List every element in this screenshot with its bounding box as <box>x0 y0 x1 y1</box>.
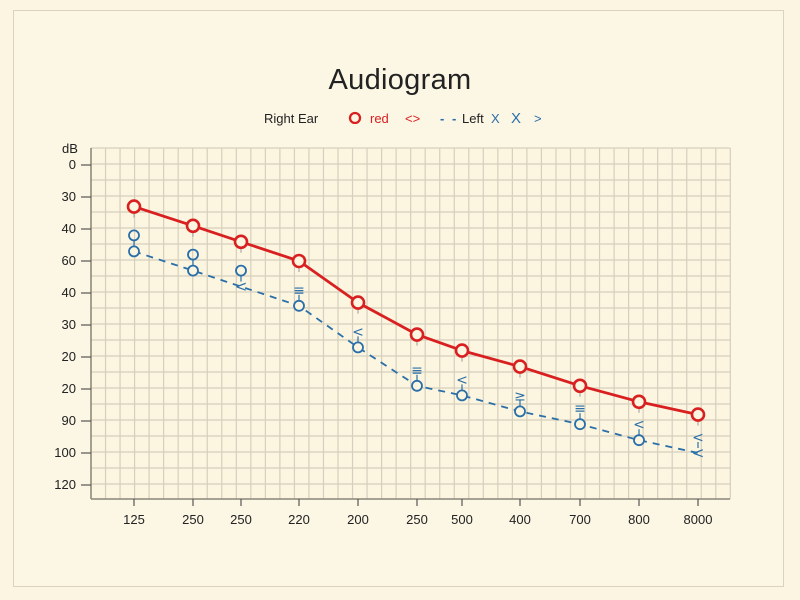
y-axis-label: dB <box>62 141 78 156</box>
y-tick-label: 0 <box>68 157 76 172</box>
legend-left: Left <box>462 111 484 126</box>
x-tick-label: 500 <box>451 512 473 527</box>
y-tick-label: 40 <box>61 221 76 236</box>
series: ≡<≡<≥≡<<<< <box>126 199 706 462</box>
svg-text:<: < <box>456 372 468 388</box>
y-tick-label: 30 <box>61 317 76 332</box>
y-tick-label: 30 <box>61 189 76 204</box>
y-tick-label: 90 <box>61 413 76 428</box>
x-tick-label: 8000 <box>683 512 713 527</box>
svg-text:<: < <box>633 417 645 433</box>
y-tick-label: 120 <box>54 477 76 492</box>
svg-text:<: < <box>692 444 705 462</box>
x-tick-label: 250 <box>406 512 428 527</box>
x-tick-label: 250 <box>230 512 252 527</box>
x-tick-label: 250 <box>182 512 204 527</box>
x-tick-label: 220 <box>288 512 310 527</box>
y-tick-label: 40 <box>61 285 76 300</box>
legend-red-symbols: <> <box>405 111 421 126</box>
chart-title: Audiogram <box>328 64 472 96</box>
y-tick-label: 100 <box>54 445 76 460</box>
svg-text:<: < <box>235 278 248 296</box>
x-tick-label: 700 <box>569 512 591 527</box>
legend-circle-icon <box>348 110 362 127</box>
svg-text:<: < <box>352 324 364 340</box>
x-tick-label: 800 <box>628 512 650 527</box>
svg-text:≡: ≡ <box>293 283 305 299</box>
x-tick-label: 125 <box>123 512 145 527</box>
x-tick-label: 400 <box>509 512 531 527</box>
y-tick-label: 20 <box>61 349 76 364</box>
legend-dash-icon: - - <box>440 111 459 126</box>
svg-text:<: < <box>692 430 704 446</box>
svg-text:≡: ≡ <box>574 401 586 417</box>
legend-x-icon: X <box>491 111 500 126</box>
y-tick-label: 20 <box>61 381 76 396</box>
legend-chevron-icon: > <box>534 111 542 126</box>
x-tick-label: 200 <box>347 512 369 527</box>
legend-right-ear: Right Ear <box>264 111 319 126</box>
legend-red: red <box>370 111 389 126</box>
y-tick-label: 60 <box>61 253 76 268</box>
svg-text:≡: ≡ <box>411 363 423 379</box>
legend-x-icon-2: X <box>511 110 522 127</box>
axes <box>81 148 730 506</box>
svg-text:≥: ≥ <box>514 388 526 404</box>
grid <box>90 147 731 499</box>
